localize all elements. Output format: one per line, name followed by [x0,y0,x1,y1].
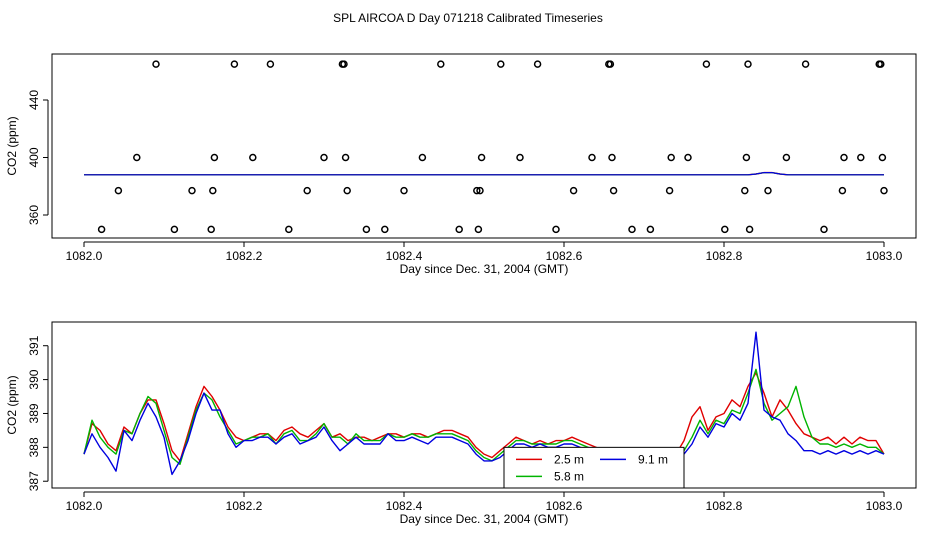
x-tick-label: 1082.2 [226,249,263,263]
data-point [249,153,257,162]
data-point [742,153,751,162]
x-tick-label: 1082.8 [706,499,743,513]
legend-box [503,446,685,489]
data-point [820,225,828,234]
data-point [880,186,888,195]
data-point [207,225,215,234]
x-tick-label: 1082.0 [66,249,103,263]
data-point [516,153,524,162]
data-point [878,153,887,162]
data-point [721,225,729,234]
top-panel: 1082.0 1082.2 1082.4 1082.6 1082.8 1083.0 Day … [5,53,917,276]
y-tick-label: 390 [27,369,41,389]
x-tick-label: 1083.0 [866,249,903,263]
data-point [474,225,483,234]
data-point [97,225,106,234]
x-tick-label: 1082.6 [546,499,583,513]
data-point [152,60,160,68]
chart-title: SPL AIRCOA D Day 071218 Calibrated Times… [333,11,603,25]
data-point [477,153,486,162]
data-point [476,186,484,195]
data-point [552,225,560,234]
data-point [665,186,674,195]
data-point [745,225,754,234]
y-tick-label: 389 [27,403,41,423]
data-point [608,153,616,162]
data-point [569,186,578,195]
series-line-9.1m [84,172,884,176]
data-point [741,186,749,195]
data-point [320,153,328,162]
data-point [801,60,810,68]
data-point [418,153,427,162]
x-tick-label: 1082.2 [226,499,263,513]
x-tick-label: 1082.4 [386,249,423,263]
data-point [341,153,350,162]
data-point [285,225,293,234]
data-point [362,225,371,234]
legend-label: 5.8 m [554,469,584,483]
x-axis-label: Day since Dec. 31, 2004 (GMT) [400,262,569,276]
x-axis-label: Day since Dec. 31, 2004 (GMT) [400,512,569,526]
data-point [209,186,217,195]
data-point [609,186,618,195]
y-axis-label: CO2 (ppm) [5,375,19,434]
y-tick-label: 388 [27,437,41,457]
data-point [133,153,141,162]
data-point [606,60,615,68]
data-point [455,225,463,234]
data-point [230,60,239,68]
data-point [114,186,123,195]
data-point [857,153,865,162]
data-point [702,60,711,68]
legend-label: 2.5 m [554,452,584,466]
y-axis-label: CO2 (ppm) [5,116,19,175]
data-point [400,186,408,195]
legend-label: 9.1 m [638,452,668,466]
data-point [840,153,848,162]
data-point [646,225,655,234]
y-tick-label: 400 [27,147,41,167]
data-point [170,225,179,234]
y-tick-label: 387 [27,471,41,491]
data-point [210,153,219,162]
data-point [764,186,772,195]
data-point [473,186,481,195]
data-point [437,60,445,68]
x-tick-label: 1082.6 [546,249,583,263]
x-tick-label: 1082.4 [386,499,423,513]
data-point [497,60,505,68]
data-point [628,225,636,234]
x-tick-label: 1083.0 [866,499,903,513]
data-point [838,186,847,195]
data-point [188,186,196,195]
data-point [533,60,542,68]
x-tick-label: 1082.0 [66,499,103,513]
plot-frame [51,321,917,489]
data-point [744,60,752,68]
y-tick-label: 391 [27,335,41,355]
data-point [782,153,791,162]
data-point [343,186,351,195]
data-point [588,153,596,162]
y-tick-label: 360 [27,205,41,225]
data-point [877,60,885,68]
bottom-panel: 1082.0 1082.2 1082.4 1082.6 1082.8 1083.0 Day … [5,321,917,526]
plot-frame [51,53,917,239]
data-point [266,60,275,68]
data-point [303,186,311,195]
legend: 2.5 m 5.8 m 9.1 m [503,446,685,489]
data-point [684,153,692,162]
series-line-9.1m [83,331,885,479]
data-point [381,225,389,234]
x-tick-label: 1082.8 [706,249,743,263]
data-point [667,153,675,162]
y-tick-label: 440 [27,90,41,110]
data-point [340,60,348,68]
